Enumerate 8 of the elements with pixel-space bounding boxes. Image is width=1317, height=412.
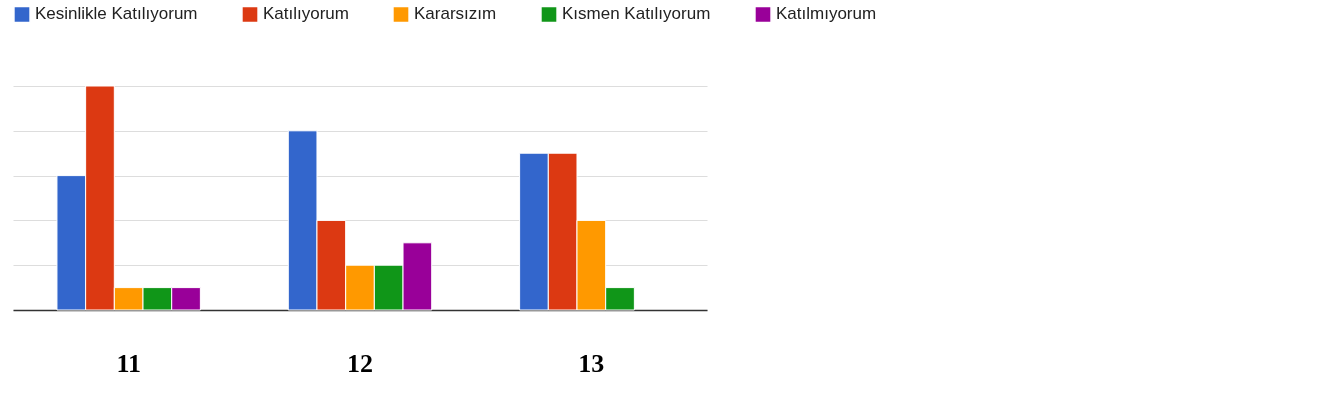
x-tick-label: 12 <box>347 348 373 378</box>
legend-label: Kesinlikle Katılıyorum <box>35 4 198 24</box>
legend-label: Katılmıyorum <box>776 4 877 24</box>
x-tick-label: 13 <box>578 348 605 378</box>
legend-label: Katılıyorum <box>263 4 349 24</box>
x-tick-label: 11 <box>116 348 141 378</box>
legend-label: Kısmen Katılıyorum <box>562 4 711 24</box>
legend-label: Kararsızım <box>414 4 497 24</box>
